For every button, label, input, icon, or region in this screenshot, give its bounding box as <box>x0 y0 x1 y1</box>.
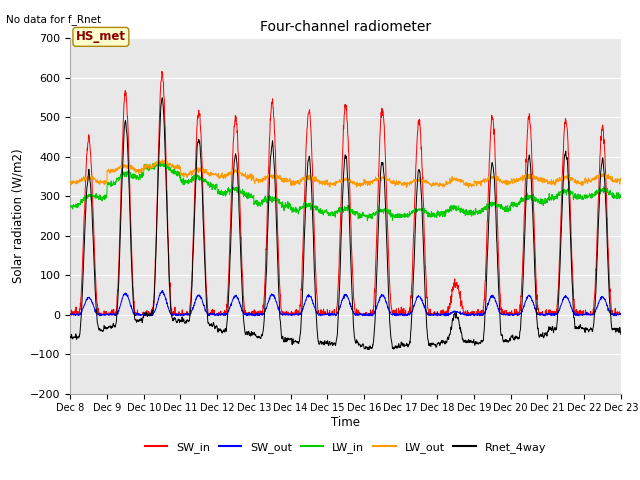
Legend: SW_in, SW_out, LW_in, LW_out, Rnet_4way: SW_in, SW_out, LW_in, LW_out, Rnet_4way <box>141 437 550 457</box>
Y-axis label: Solar radiation (W/m2): Solar radiation (W/m2) <box>12 149 24 283</box>
Text: No data for f_Rnet: No data for f_Rnet <box>6 14 102 25</box>
Title: Four-channel radiometer: Four-channel radiometer <box>260 21 431 35</box>
X-axis label: Time: Time <box>331 416 360 429</box>
Text: HS_met: HS_met <box>76 30 126 43</box>
